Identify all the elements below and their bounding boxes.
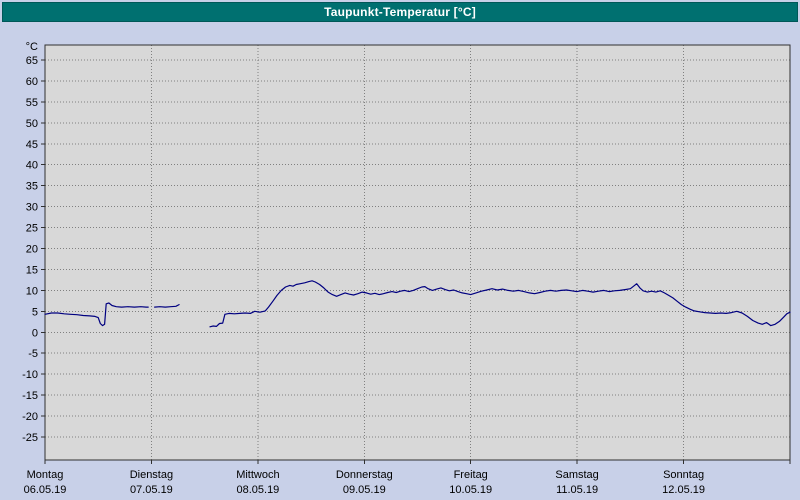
svg-text:Samstag: Samstag (555, 469, 598, 481)
svg-text:10.05.19: 10.05.19 (449, 484, 492, 496)
svg-text:-20: -20 (22, 411, 38, 423)
svg-text:Freitag: Freitag (454, 469, 488, 481)
svg-text:12.05.19: 12.05.19 (662, 484, 705, 496)
svg-text:07.05.19: 07.05.19 (130, 484, 173, 496)
svg-text:5: 5 (32, 306, 38, 318)
svg-text:-15: -15 (22, 390, 38, 402)
chart-canvas: 65605550454035302520151050-5-10-15-20-25… (22, 41, 791, 496)
svg-text:20: 20 (26, 244, 38, 256)
chart-title: Taupunkt-Temperatur [°C] (324, 5, 476, 19)
svg-text:25: 25 (26, 223, 38, 235)
svg-text:60: 60 (26, 76, 38, 88)
svg-text:55: 55 (26, 97, 38, 109)
svg-text:45: 45 (26, 139, 38, 151)
svg-text:15: 15 (26, 264, 38, 276)
svg-text:Dienstag: Dienstag (130, 469, 173, 481)
svg-text:30: 30 (26, 202, 38, 214)
svg-text:°C: °C (26, 41, 38, 53)
svg-text:Mittwoch: Mittwoch (236, 469, 279, 481)
svg-text:-10: -10 (22, 369, 38, 381)
svg-text:-5: -5 (28, 348, 38, 360)
svg-text:Sonntag: Sonntag (663, 469, 704, 481)
svg-text:Montag: Montag (27, 469, 64, 481)
svg-text:65: 65 (26, 55, 38, 67)
svg-text:Donnerstag: Donnerstag (336, 469, 393, 481)
chart-area: 65 60 55 50 45 40 35 30 25 20 15 10 5 0 -5 -10 -15 -20 -25… (0, 22, 800, 500)
svg-text:0: 0 (32, 327, 38, 339)
svg-text:09.05.19: 09.05.19 (343, 484, 386, 496)
svg-text:50: 50 (26, 118, 38, 130)
svg-text:35: 35 (26, 181, 38, 193)
svg-text:06.05.19: 06.05.19 (24, 484, 67, 496)
svg-text:08.05.19: 08.05.19 (236, 484, 279, 496)
svg-text:11.05.19: 11.05.19 (556, 484, 598, 496)
svg-text:-25: -25 (22, 432, 38, 444)
svg-text:10: 10 (26, 285, 38, 297)
title-bar: Taupunkt-Temperatur [°C] (2, 2, 798, 22)
svg-text:40: 40 (26, 160, 38, 172)
